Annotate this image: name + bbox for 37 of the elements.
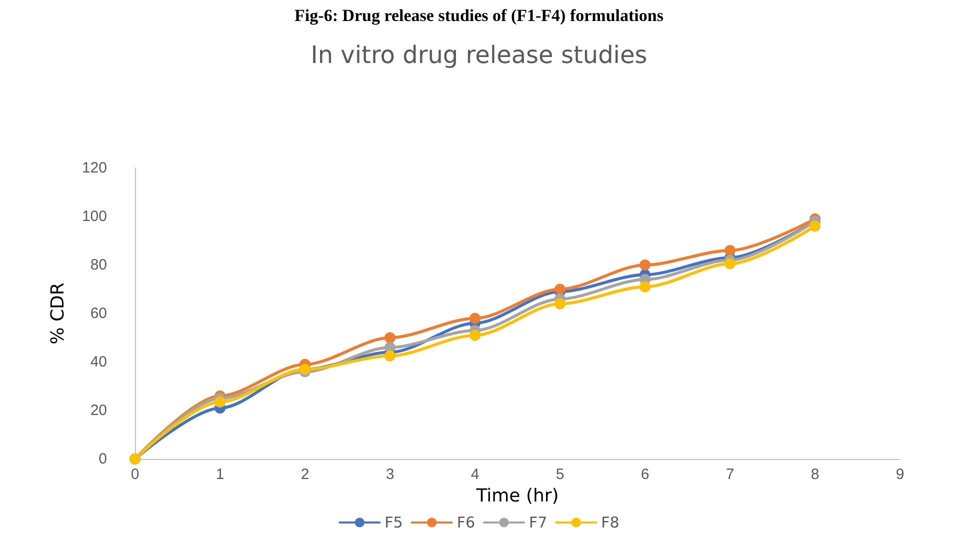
- y-tick-label: 100: [82, 208, 107, 225]
- point: [470, 312, 480, 324]
- point: [810, 220, 820, 232]
- x-tick-label: 7: [726, 466, 734, 483]
- y-tick-label: 40: [90, 354, 107, 370]
- point: [214, 396, 226, 408]
- x-tick-label: 2: [300, 466, 310, 483]
- point: [640, 260, 650, 270]
- x-tick-label: 6: [640, 466, 650, 483]
- y-tick-label: 20: [90, 402, 107, 419]
- y-axis-title: % CDR: [48, 282, 68, 344]
- legend-label: F6: [456, 514, 475, 532]
- x-tick-label: 5: [556, 466, 564, 483]
- x-tick-label: 9: [896, 466, 904, 483]
- point: [640, 281, 650, 292]
- x-axis-title: Time (hr): [475, 485, 559, 506]
- x-tick-label: 8: [810, 466, 820, 483]
- legend-label: F7: [529, 514, 548, 532]
- point: [724, 244, 736, 256]
- x-tick-label: 3: [386, 466, 394, 483]
- legend-label: F8: [601, 514, 620, 532]
- point: [554, 284, 566, 295]
- chart-subtitle: In vitro drug release studies: [310, 41, 648, 69]
- y-tick-label: 0: [98, 450, 107, 468]
- point: [384, 332, 396, 344]
- y-tick-label: 120: [82, 160, 107, 176]
- x-tick-label: 1: [216, 466, 224, 483]
- point: [554, 298, 566, 310]
- y-tick-label: 60: [90, 305, 107, 322]
- point: [724, 258, 736, 270]
- chart-title: Fig-6: Drug release studies of (F1-F4) formulations: [294, 6, 664, 25]
- point: [470, 330, 480, 341]
- x-tick-label: 0: [130, 466, 140, 483]
- x-tick-label: 4: [470, 466, 480, 483]
- y-tick-label: 80: [90, 256, 107, 274]
- point: [384, 350, 396, 362]
- legend-label: F5: [384, 514, 403, 532]
